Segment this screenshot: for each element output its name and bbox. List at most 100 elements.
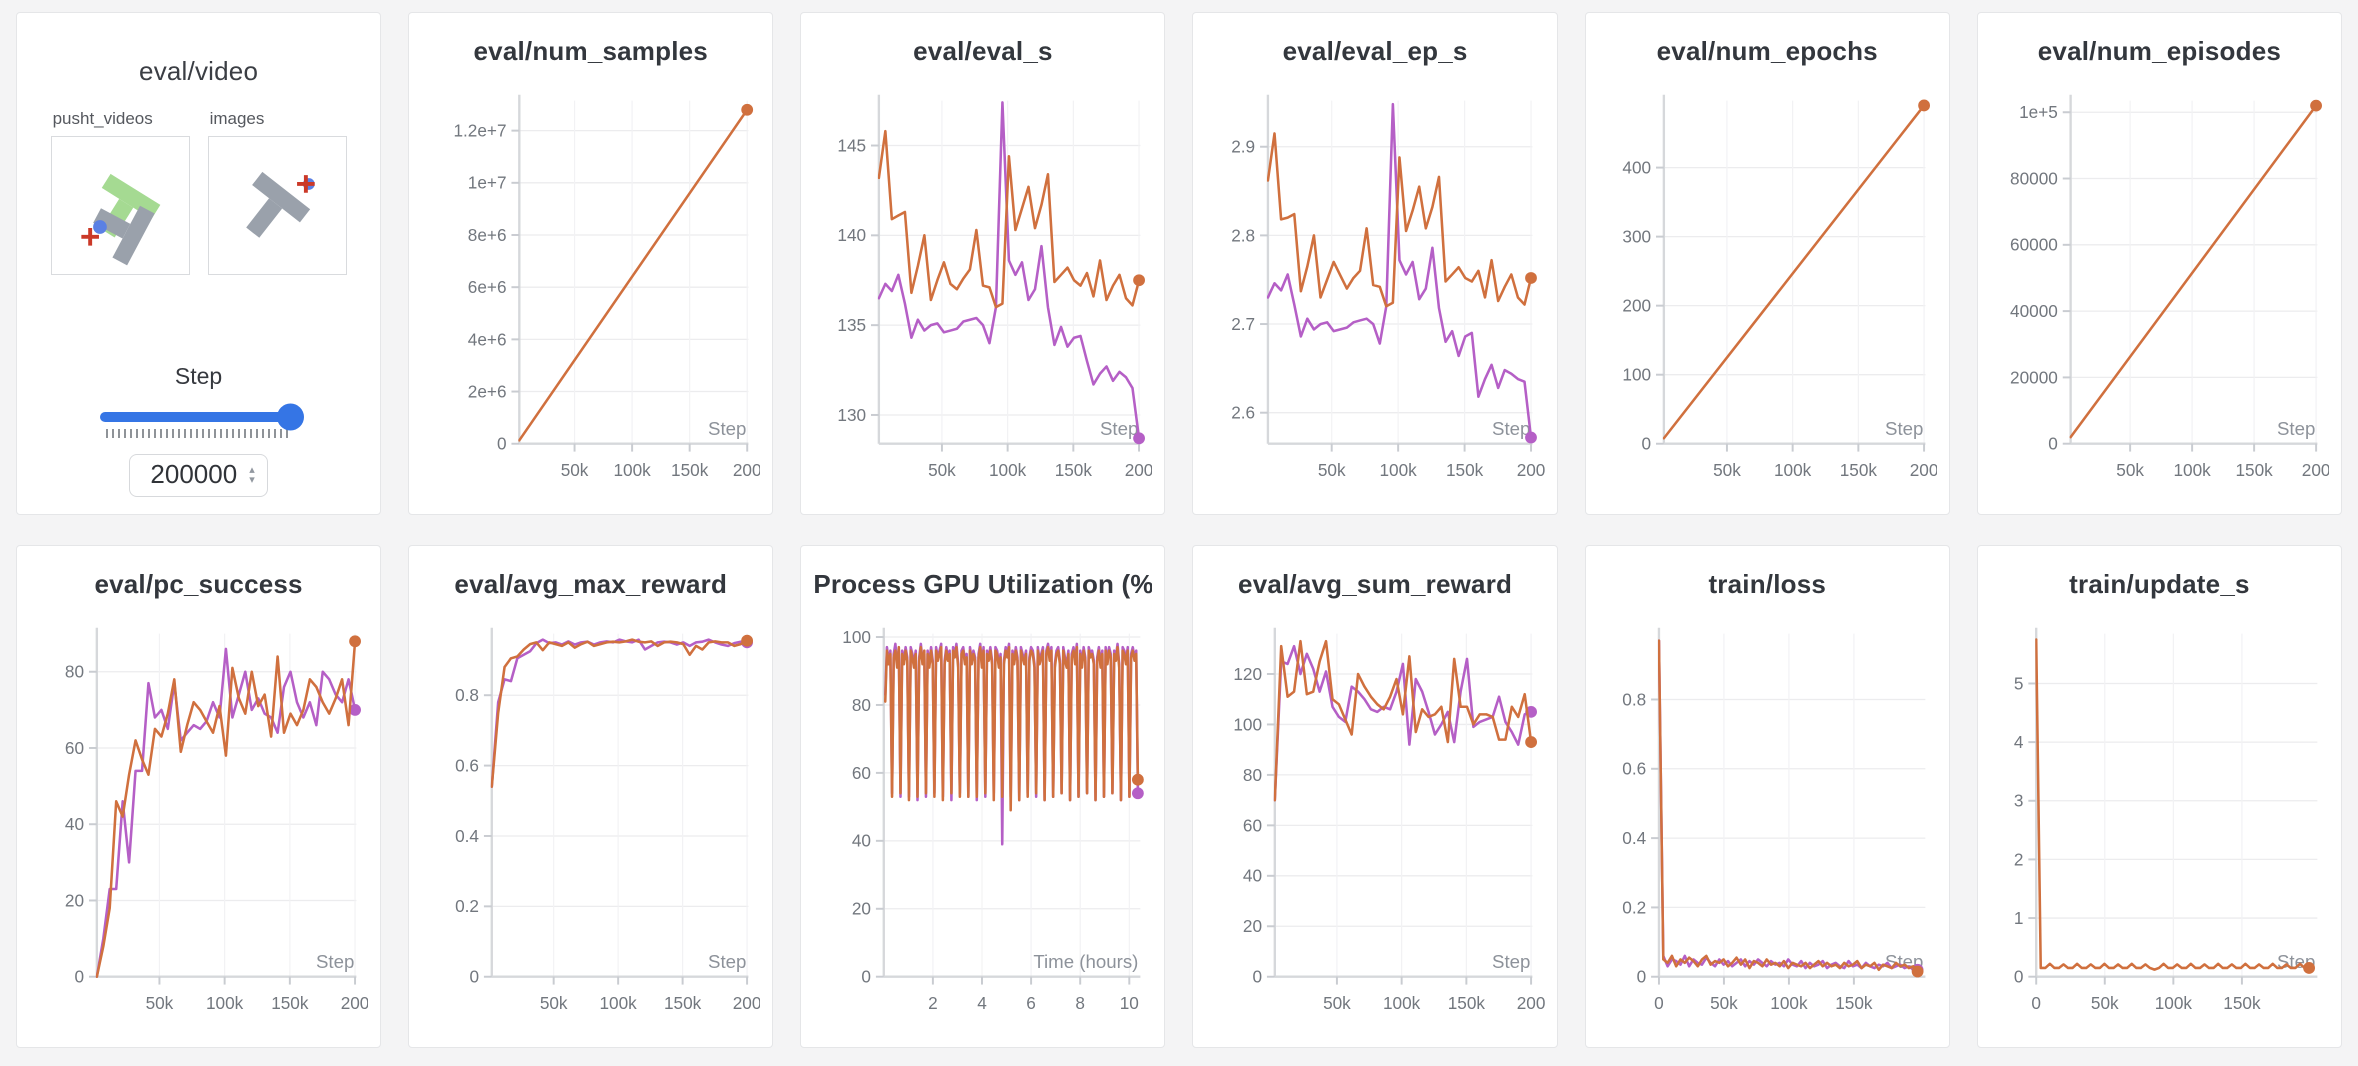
svg-text:2: 2 [928,993,938,1013]
pusht-video-preview[interactable] [50,136,190,275]
svg-text:0.8: 0.8 [455,685,479,705]
svg-text:40: 40 [1243,866,1262,886]
svg-text:2.9: 2.9 [1232,137,1256,157]
svg-text:6e+6: 6e+6 [468,277,507,297]
svg-text:150k: 150k [664,993,702,1013]
chart-eval-num-samples[interactable]: 0 2e+6 4e+6 6e+6 8e+6 1e+7 1.2e+7 50k 100k 150k 20… [421,79,760,502]
video-thumbnails: pusht_videos [29,109,368,275]
svg-text:20: 20 [65,890,84,910]
svg-text:60: 60 [65,738,84,758]
panel-eval-video: eval/video pusht_videos [16,12,382,515]
svg-text:10: 10 [1120,993,1139,1013]
svg-text:100: 100 [1622,365,1651,385]
svg-text:0: 0 [497,434,507,454]
svg-text:50k: 50k [1710,993,1738,1013]
svg-text:0: 0 [1654,993,1664,1013]
slider-tick-ruler [105,429,292,438]
svg-text:0.6: 0.6 [1622,759,1646,779]
svg-text:60: 60 [1243,815,1262,835]
svg-text:200: 200 [341,993,368,1013]
svg-text:100k: 100k [1380,460,1418,480]
svg-text:20: 20 [852,899,871,919]
panel-title: eval/video [139,56,259,86]
svg-text:150k: 150k [1839,460,1877,480]
svg-text:60: 60 [852,763,871,783]
step-slider[interactable] [99,403,304,431]
svg-text:1: 1 [2014,908,2024,928]
video-thumb-pusht-videos: pusht_videos [50,109,190,275]
step-input[interactable]: 200000 ▴ ▾ [129,454,268,497]
step-value[interactable]: 200000 [150,459,238,489]
svg-text:150k: 150k [2235,460,2273,480]
svg-text:40: 40 [852,831,871,851]
svg-text:100k: 100k [1774,460,1812,480]
svg-text:50k: 50k [1318,460,1346,480]
svg-text:0.4: 0.4 [1622,828,1646,848]
svg-text:2: 2 [2014,849,2024,869]
svg-text:400: 400 [1622,157,1651,177]
svg-text:100k: 100k [989,460,1027,480]
chart-eval-eval-s[interactable]: 130 135 140 145 50k 100k 150k 200 Step [813,79,1152,502]
svg-text:100k: 100k [206,993,244,1013]
chart-eval-eval-ep-s[interactable]: 2.6 2.7 2.8 2.9 50k 100k 150k 200 Step [1205,79,1545,502]
pusht-image-icon [245,171,315,238]
svg-text:135: 135 [838,315,867,335]
chart-eval-pc-success[interactable]: 0 20 40 60 80 50k 100k 150k 200 Step [29,612,368,1035]
spinner-up-icon[interactable]: ▴ [249,463,255,476]
chart-eval-num-episodes[interactable]: 0 20000 40000 60000 80000 1e+5 50k 100k 150k 200 S… [1990,79,2329,502]
panel-eval-num-episodes: eval/num_episodes 0 20000 40000 60000 80000 1… [1976,12,2342,515]
svg-text:50k: 50k [1324,993,1352,1013]
svg-text:0.8: 0.8 [1622,689,1646,709]
panel-train-loss: train/loss 0 0.2 0.4 0.6 0.8 0 50k 100k 150k Step [1584,545,1950,1048]
svg-text:4e+6: 4e+6 [468,329,507,349]
svg-text:100k: 100k [614,460,652,480]
svg-text:150k: 150k [271,993,309,1013]
svg-text:0.2: 0.2 [1622,897,1646,917]
slider-thumb[interactable] [276,403,304,431]
svg-text:50k: 50k [540,993,568,1013]
panel-title: eval/avg_max_reward [454,569,728,599]
panel-eval-num-samples: eval/num_samples 0 2e+6 4e+6 6e+6 8e+6 1e+7 1.… [408,12,774,515]
svg-text:2e+6: 2e+6 [468,381,507,401]
svg-text:Step: Step [708,418,746,439]
svg-text:20: 20 [1243,916,1262,936]
svg-text:5: 5 [2014,673,2024,693]
svg-text:200: 200 [1909,460,1936,480]
chart-eval-avg-max-reward[interactable]: 0 0.2 0.4 0.6 0.8 50k 100k 150k 200 Step [421,612,760,1035]
svg-text:150k: 150k [1448,993,1486,1013]
svg-text:20000: 20000 [2010,367,2058,387]
svg-text:0: 0 [2031,993,2041,1013]
svg-text:100k: 100k [600,993,638,1013]
svg-text:0: 0 [1253,967,1263,987]
svg-text:0.6: 0.6 [455,755,479,775]
svg-text:2.8: 2.8 [1232,225,1256,245]
svg-text:1.2e+7: 1.2e+7 [454,121,507,141]
svg-text:200: 200 [733,460,760,480]
chart-eval-avg-sum-reward[interactable]: 0 20 40 60 80 100 120 50k 100k 150k 200 Step [1205,612,1545,1035]
svg-text:0: 0 [1641,434,1651,454]
svg-text:0: 0 [2048,434,2058,454]
svg-text:50k: 50k [561,460,589,480]
svg-text:150k: 150k [1055,460,1093,480]
images-preview[interactable] [207,136,347,275]
svg-text:Step: Step [1885,418,1923,439]
svg-text:60000: 60000 [2010,235,2058,255]
svg-text:8e+6: 8e+6 [468,225,507,245]
svg-text:Time (hours): Time (hours) [1034,951,1139,972]
svg-text:1e+5: 1e+5 [2019,102,2058,122]
svg-text:100k: 100k [1383,993,1421,1013]
panel-title: eval/eval_ep_s [1282,36,1468,66]
chart-process-gpu-utilization[interactable]: 0 20 40 60 80 100 2 4 6 8 10 Time (hours) [813,612,1152,1035]
svg-text:100k: 100k [2155,993,2193,1013]
chart-eval-num-epochs[interactable]: 0 100 200 300 400 50k 100k 150k 200 Step [1598,79,1937,502]
spinner-down-icon[interactable]: ▾ [249,473,255,486]
svg-text:100k: 100k [2173,460,2211,480]
panel-title: Process GPU Utilization (%) [813,569,1153,599]
svg-text:8: 8 [1076,993,1086,1013]
svg-text:0: 0 [862,967,872,987]
svg-text:2.6: 2.6 [1232,403,1256,423]
panel-process-gpu-utilization: Process GPU Utilization (%) 0 20 40 60 80 100… [800,545,1166,1048]
svg-text:4: 4 [978,993,988,1013]
